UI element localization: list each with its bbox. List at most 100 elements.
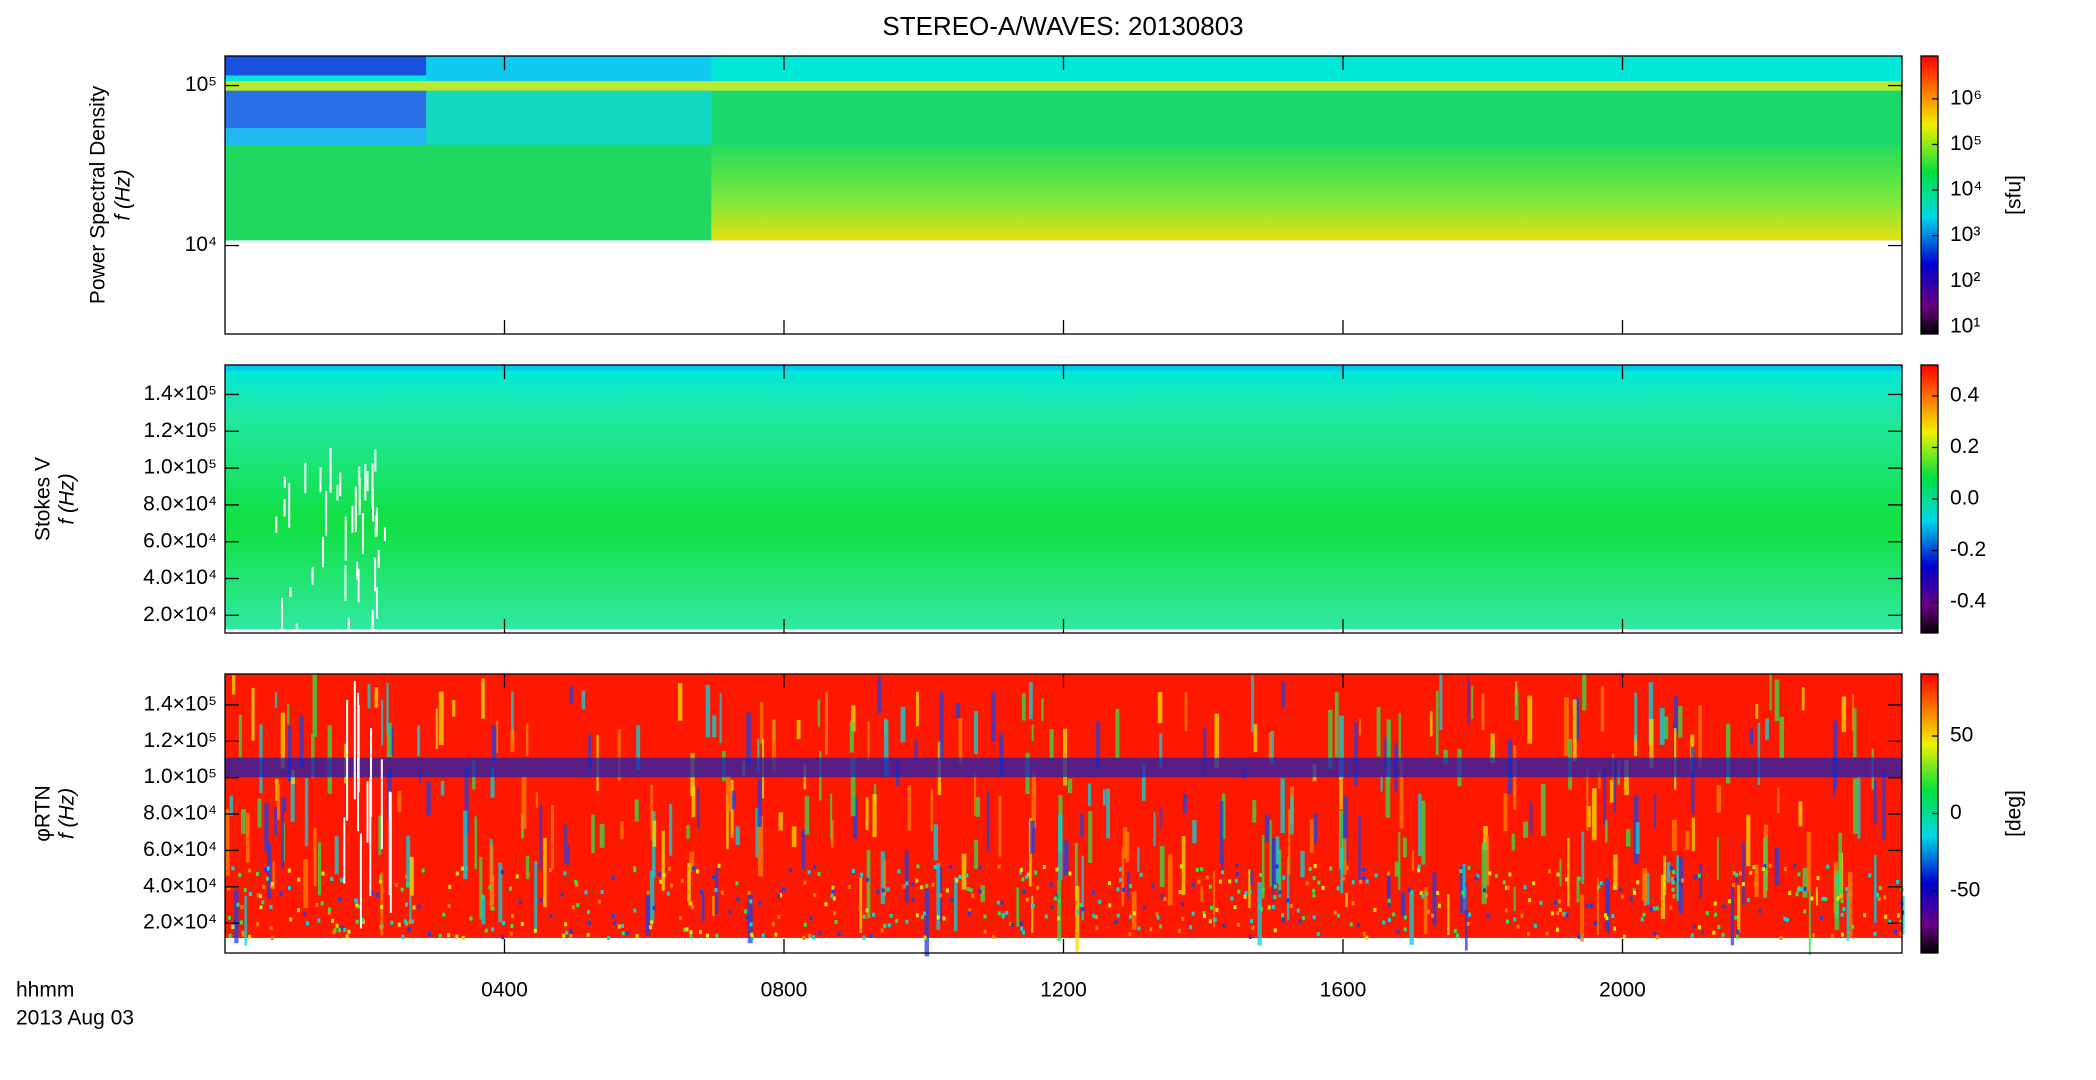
spectrogram-streak	[1580, 894, 1584, 942]
spectrogram-speckle	[1505, 885, 1509, 890]
y-tick-label: 1.4×10⁵	[143, 692, 217, 715]
spectrogram-speckle	[1267, 905, 1271, 910]
spectrogram-streak	[1200, 886, 1204, 902]
spectrogram-speckle	[1565, 877, 1569, 882]
spectrogram-speckle	[1417, 868, 1421, 873]
spectrogram-speckle	[1611, 914, 1615, 919]
spectrogram-streak	[1067, 778, 1073, 794]
spectrogram-speckle	[777, 893, 781, 898]
spectrogram-speckle	[1506, 885, 1510, 890]
spectrogram-streak	[620, 821, 624, 840]
spectrogram-speckle	[1108, 903, 1112, 908]
spectrogram-streak	[1605, 819, 1608, 843]
spectrogram-speckle	[1298, 919, 1302, 924]
spectrogram-streak	[438, 691, 444, 746]
spectrogram-speckle	[695, 869, 699, 874]
spectrogram-speckle	[1826, 864, 1830, 869]
spectrogram-speckle	[509, 932, 513, 937]
spectrogram-streak	[636, 725, 641, 771]
colorbar-tick-label: 10¹	[1950, 314, 1980, 337]
spectrogram-streak	[1511, 833, 1516, 851]
spectrogram-speckle	[1261, 888, 1265, 893]
spectrogram-speckle	[1848, 892, 1852, 897]
spectrogram-streak	[1841, 696, 1847, 732]
spectrogram-speckle	[965, 873, 969, 878]
spectrogram-streak	[274, 807, 277, 836]
spectrogram-speckle	[1840, 912, 1844, 917]
spectrogram-speckle	[1506, 919, 1510, 924]
spectrogram-speckle	[1632, 888, 1636, 893]
spectrogram-streak	[366, 471, 369, 491]
spectrogram-streak	[986, 792, 990, 852]
spectrogram-streak	[1644, 872, 1650, 905]
spectrogram-speckle	[400, 887, 404, 892]
spectrogram-streak	[884, 719, 889, 777]
spectrogram-speckle	[403, 919, 407, 924]
spectrogram-speckle	[1022, 930, 1026, 935]
colorbar-tick-label: 10⁵	[1950, 132, 1982, 155]
spectrogram-speckle	[1362, 931, 1366, 936]
spectrogram-speckle	[428, 932, 432, 937]
spectrogram-region	[225, 56, 427, 76]
spectrogram-speckle	[1118, 878, 1122, 883]
spectrogram-speckle	[916, 864, 920, 869]
spectrogram-speckle	[720, 890, 724, 895]
spectrogram-streak	[867, 721, 870, 760]
spectrogram-speckle	[1613, 926, 1617, 931]
spectrogram-speckle	[997, 911, 1001, 916]
spectrogram-speckle	[658, 872, 662, 877]
spectrogram-speckle	[1467, 865, 1471, 870]
spectrogram-speckle	[968, 911, 972, 916]
spectrogram-speckle	[1286, 898, 1290, 903]
spectrogram-streak	[358, 466, 361, 485]
spectrogram-speckle	[518, 899, 522, 904]
spectrogram-speckle	[401, 934, 405, 939]
spectrogram-speckle	[1799, 887, 1803, 892]
spectrogram-speckle	[1488, 871, 1492, 876]
spectrogram-speckle	[1151, 884, 1155, 889]
spectrogram-speckle	[227, 886, 231, 891]
x-tick-label: 0800	[761, 979, 808, 1002]
spectrogram-speckle	[586, 910, 590, 915]
spectrogram-speckle	[607, 935, 611, 940]
spectrogram-streak	[1096, 720, 1101, 770]
spectrogram-speckle	[1221, 870, 1225, 875]
spectrogram-streak	[521, 776, 527, 829]
spectrogram-speckle	[706, 933, 710, 938]
spectrogram-streak	[289, 587, 292, 597]
spectrogram-speckle	[1396, 929, 1400, 934]
spectrogram-streak	[1690, 746, 1695, 814]
spectrogram-streak	[719, 693, 722, 744]
spectrogram-streak	[958, 718, 963, 765]
spectrogram-speckle	[832, 896, 836, 901]
spectrogram-region	[225, 144, 712, 241]
spectrogram-streak	[356, 561, 359, 580]
spectrogram-speckle	[778, 893, 782, 898]
spectrogram-speckle	[247, 868, 251, 873]
spectrogram-speckle	[1456, 933, 1460, 938]
spectrogram-speckle	[1244, 891, 1248, 896]
spectrogram-streak	[276, 784, 280, 820]
spectrogram-speckle	[1713, 901, 1717, 906]
spectrogram-streak	[1121, 847, 1125, 907]
spectrogram-streak	[344, 565, 347, 601]
spectrogram-streak	[758, 816, 764, 877]
spectrogram-speckle	[613, 921, 617, 926]
spectrogram-streak	[347, 617, 350, 633]
spectrogram-speckle	[1655, 906, 1659, 911]
spectrogram-streak	[535, 792, 539, 808]
spectrogram-speckle	[1095, 926, 1099, 931]
spectrogram-speckle	[1671, 880, 1675, 885]
spectrogram-speckle	[1554, 900, 1558, 905]
spectrogram-speckle	[811, 935, 815, 940]
spectrogram-speckle	[685, 927, 689, 932]
spectrogram-speckle	[996, 900, 1000, 905]
spectrogram-speckle	[1836, 896, 1840, 901]
spectrogram-streak	[1746, 814, 1751, 867]
spectrogram-speckle	[263, 867, 267, 872]
spectrogram-speckle	[1636, 880, 1640, 885]
spectrogram-speckle	[1313, 863, 1317, 868]
spectrogram-speckle	[1877, 897, 1881, 902]
y-axis-label: Power Spectral Density	[87, 85, 110, 304]
